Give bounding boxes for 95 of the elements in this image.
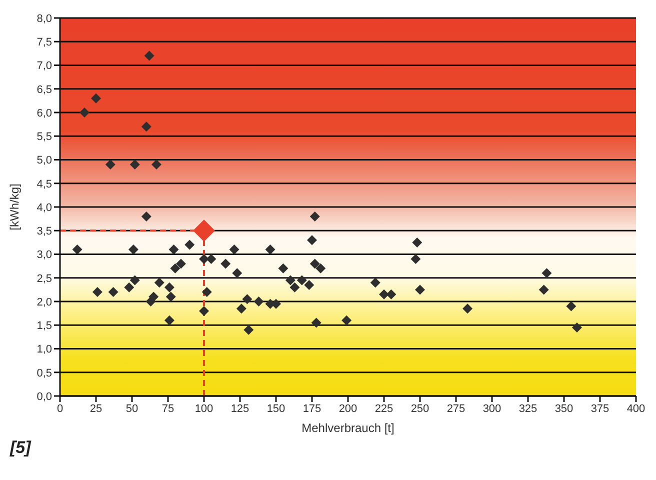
point <box>128 244 138 255</box>
x-tick-label: 300 <box>482 402 502 415</box>
point <box>412 237 422 248</box>
point <box>285 275 296 286</box>
y-tick-label: 8,0 <box>36 12 52 25</box>
point <box>154 278 164 288</box>
y-axis-title: [kWh/kg] <box>7 184 22 230</box>
point <box>265 244 276 255</box>
point <box>304 280 314 290</box>
point <box>410 254 421 264</box>
point <box>72 244 82 255</box>
point <box>370 278 380 288</box>
point <box>386 289 396 300</box>
point <box>310 258 320 269</box>
point <box>166 292 176 302</box>
point <box>141 122 152 132</box>
y-tick-label: 5,5 <box>36 131 52 144</box>
point <box>307 235 317 246</box>
x-tick-label: 400 <box>626 402 646 415</box>
point <box>206 254 216 264</box>
x-tick-label: 25 <box>90 402 102 415</box>
point <box>232 268 242 278</box>
point <box>542 268 552 278</box>
y-tick-label: 7,5 <box>36 36 52 49</box>
point <box>168 244 179 255</box>
x-tick-label: 75 <box>162 402 174 415</box>
point <box>229 244 240 255</box>
y-tick-label: 3,5 <box>36 226 52 238</box>
point <box>462 304 473 314</box>
point <box>130 275 140 286</box>
y-tick-label: 5,0 <box>36 154 52 167</box>
point <box>311 318 322 328</box>
point <box>342 315 352 326</box>
point <box>193 220 215 242</box>
point <box>296 275 307 286</box>
point <box>151 159 162 170</box>
y-tick-label: 7,0 <box>36 60 52 72</box>
point <box>148 292 159 302</box>
y-tick-label: 6,0 <box>36 107 52 120</box>
point <box>170 263 180 274</box>
point <box>79 108 90 118</box>
x-tick-label: 250 <box>410 402 430 415</box>
point <box>572 322 582 332</box>
point <box>176 258 186 269</box>
point <box>316 263 326 274</box>
y-tick-label: 0,0 <box>36 390 52 403</box>
y-tick-label: 0,5 <box>36 367 52 380</box>
point <box>164 282 174 292</box>
y-tick-label: 6,5 <box>36 84 52 96</box>
y-tick-label: 2,5 <box>36 272 52 285</box>
y-tick-label: 1,5 <box>36 320 52 332</box>
y-tick-label: 4,5 <box>36 178 52 190</box>
point <box>220 258 231 269</box>
point <box>144 50 154 61</box>
point <box>130 159 140 170</box>
x-tick-label: 350 <box>554 402 574 415</box>
x-tick-label: 50 <box>126 402 138 415</box>
x-tick-label: 125 <box>230 402 250 415</box>
point <box>236 304 246 314</box>
point <box>566 301 576 312</box>
x-tick-label: 325 <box>518 402 538 415</box>
point <box>242 294 252 304</box>
point <box>199 306 209 316</box>
point <box>199 254 209 264</box>
x-tick-label: 375 <box>590 402 610 415</box>
text: [5] <box>10 438 31 458</box>
x-tick-label: 0 <box>56 402 64 415</box>
point <box>538 284 549 295</box>
point <box>379 289 389 300</box>
y-tick-label: 3,0 <box>36 249 52 262</box>
point <box>244 324 254 335</box>
point <box>92 287 102 298</box>
point <box>108 287 118 298</box>
x-tick-label: 225 <box>374 402 394 415</box>
x-tick-label: 175 <box>302 402 322 415</box>
x-axis-title: Mehlverbrauch [t] <box>302 421 394 435</box>
point <box>415 284 425 295</box>
point <box>91 93 101 104</box>
point <box>202 287 212 298</box>
point <box>105 159 116 170</box>
y-tick-label: 2,0 <box>36 296 52 308</box>
point <box>290 282 300 292</box>
x-tick-label: 275 <box>446 402 466 415</box>
point <box>141 211 152 222</box>
point <box>310 211 320 222</box>
x-tick-label: 100 <box>194 402 214 415</box>
x-tick-label: 200 <box>338 402 358 415</box>
point <box>124 282 134 292</box>
y-tick-label: 1,0 <box>36 344 52 356</box>
point <box>184 240 195 250</box>
point <box>164 315 174 326</box>
x-tick-label: 150 <box>266 402 286 415</box>
y-tick-label: 4,0 <box>36 202 52 214</box>
point <box>254 296 264 306</box>
point <box>278 263 288 274</box>
